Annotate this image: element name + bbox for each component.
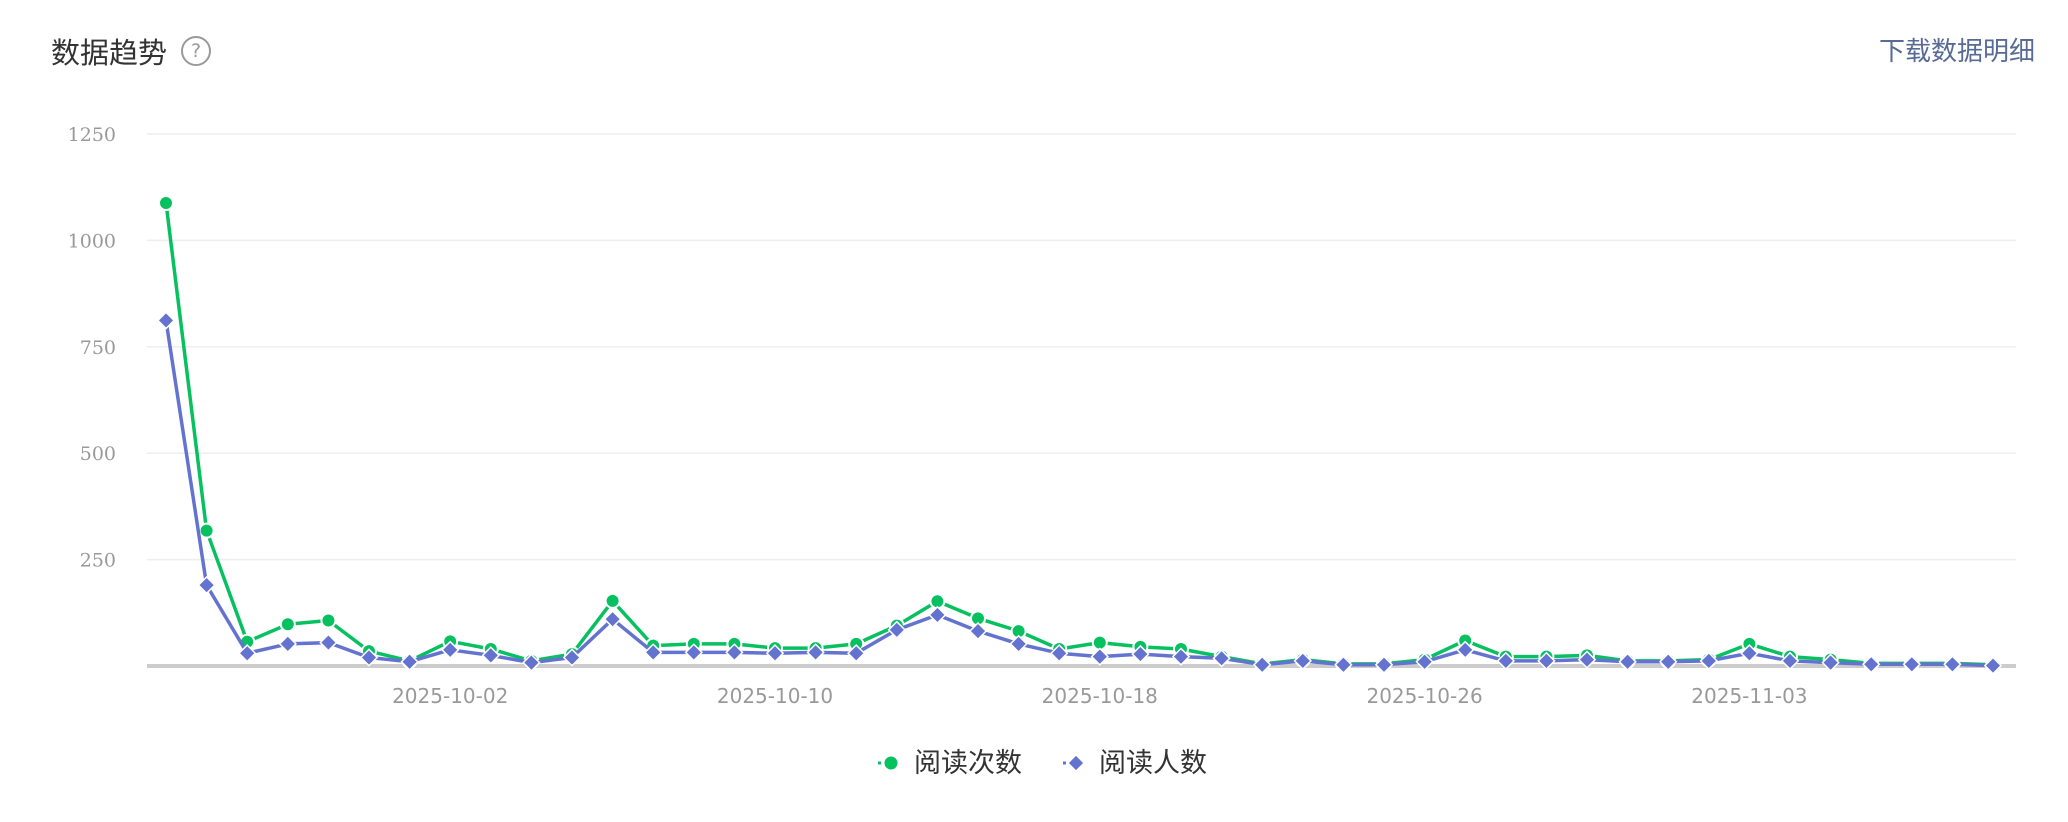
- data-point: [725, 643, 744, 662]
- chart-legend: 阅读次数 阅读人数: [878, 748, 1207, 779]
- y-axis: 250 500 750 1000 1250: [68, 124, 116, 572]
- data-point: [1050, 644, 1069, 663]
- data-point: [1821, 653, 1840, 672]
- x-tick-label: 2025-11-03: [1691, 684, 1807, 708]
- data-point: [198, 522, 215, 539]
- data-point: [522, 653, 541, 672]
- data-point: [1212, 649, 1231, 668]
- data-point: [847, 644, 866, 663]
- data-point: [279, 616, 296, 633]
- series-reader-count: [156, 311, 2003, 675]
- data-point: [1659, 652, 1678, 671]
- data-point: [1902, 655, 1921, 674]
- y-tick-label: 1000: [68, 230, 116, 252]
- data-point: [481, 646, 500, 665]
- chart-grid: [147, 133, 2016, 561]
- data-point: [1415, 652, 1434, 671]
- legend-label: 阅读人数: [1099, 748, 1207, 779]
- data-point: [806, 643, 825, 662]
- data-point: [1577, 650, 1597, 669]
- data-point: [684, 643, 703, 662]
- y-tick-label: 500: [80, 443, 116, 465]
- series-line: [164, 202, 1994, 667]
- data-point: [1374, 655, 1394, 674]
- download-details-link[interactable]: 下载数据明细: [1878, 37, 2035, 67]
- data-point: [441, 640, 460, 660]
- data-point: [278, 634, 297, 654]
- legend-marker: [1066, 753, 1086, 773]
- data-point: [1537, 651, 1556, 671]
- y-tick-label: 750: [80, 337, 116, 359]
- data-point: [604, 592, 621, 609]
- data-point: [238, 644, 257, 663]
- data-point: [158, 194, 174, 211]
- data-point: [1618, 652, 1637, 671]
- y-tick-label: 1250: [68, 124, 116, 146]
- data-point: [1131, 644, 1150, 664]
- data-point: [319, 633, 338, 652]
- data-point: [562, 648, 582, 667]
- question-circle-icon[interactable]: ?: [181, 36, 212, 66]
- data-point: [968, 621, 988, 641]
- legend-marker: [882, 754, 900, 772]
- data-point: [1943, 655, 1962, 674]
- data-point: [320, 612, 337, 629]
- data-point: [1009, 634, 1028, 654]
- data-point: [1740, 644, 1759, 663]
- data-point: [603, 609, 622, 629]
- data-point: [1090, 647, 1109, 666]
- y-tick-label: 250: [80, 550, 116, 572]
- data-point: [1253, 655, 1272, 674]
- page-title-text: 数据趋势: [51, 36, 168, 70]
- data-point: [928, 605, 947, 625]
- x-axis: 2025-10-02 2025-10-10 2025-10-18 2025-10-26…: [147, 664, 2016, 708]
- x-tick-label: 2025-10-26: [1366, 684, 1482, 708]
- data-point: [1334, 655, 1353, 674]
- x-tick-label: 2025-10-02: [392, 684, 508, 708]
- x-tick-label: 2025-10-10: [717, 684, 833, 708]
- data-point: [1983, 656, 2003, 675]
- data-point: [1699, 651, 1718, 671]
- data-point: [359, 648, 379, 667]
- page-title: 数据趋势 ?: [51, 30, 212, 72]
- data-point: [1496, 651, 1515, 671]
- data-point: [1293, 651, 1312, 671]
- data-point: [644, 643, 663, 662]
- legend-item: 阅读次数: [878, 748, 1022, 779]
- data-point: [400, 652, 419, 671]
- legend-label: 阅读次数: [914, 748, 1022, 779]
- series-line: [164, 320, 1994, 668]
- chart-series: [156, 194, 2003, 675]
- x-tick-label: 2025-10-18: [1042, 684, 1158, 708]
- data-point: [1780, 651, 1800, 671]
- data-point: [1862, 655, 1881, 674]
- series-read-count: [158, 194, 2001, 673]
- data-point: [156, 311, 176, 330]
- data-point: [197, 575, 216, 595]
- data-point: [1456, 640, 1475, 660]
- legend-item: 阅读人数: [1063, 748, 1207, 779]
- data-point: [765, 644, 785, 663]
- data-point: [1171, 647, 1191, 666]
- data-point: [887, 620, 906, 640]
